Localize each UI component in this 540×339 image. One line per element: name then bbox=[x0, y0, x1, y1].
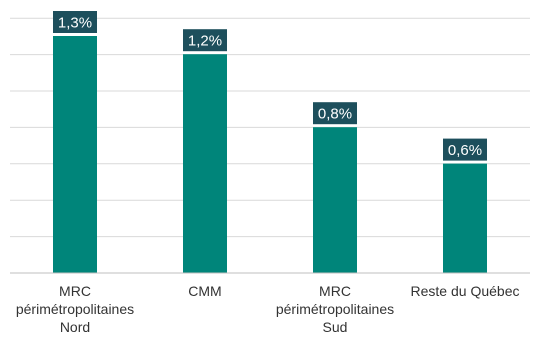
data-label-text: 1,3% bbox=[58, 15, 92, 32]
data-label-text: 0,6% bbox=[448, 142, 482, 159]
category-label: MRC périmétropolitaines Nord bbox=[16, 283, 134, 335]
category-label-line: Reste du Québec bbox=[411, 283, 520, 299]
category-label-line: périmétropolitaines bbox=[276, 301, 394, 317]
data-label-text: 1,2% bbox=[188, 33, 222, 50]
bars bbox=[53, 36, 487, 274]
data-label: 0,6% bbox=[443, 138, 487, 161]
data-label-box bbox=[53, 11, 97, 33]
bar bbox=[53, 36, 97, 273]
category-label-line: MRC bbox=[319, 283, 351, 299]
bar bbox=[313, 127, 357, 273]
data-label-box bbox=[443, 138, 487, 161]
data-label: 0,8% bbox=[313, 102, 357, 125]
category-label-line: Sud bbox=[323, 319, 348, 335]
category-label-line: MRC bbox=[59, 283, 91, 299]
data-label: 1,3% bbox=[53, 11, 97, 33]
bar bbox=[183, 54, 227, 274]
data-label-box bbox=[183, 29, 227, 52]
data-label: 1,2% bbox=[183, 29, 227, 52]
category-label: Reste du Québec bbox=[411, 283, 520, 299]
category-label: MRC périmétropolitaines Sud bbox=[276, 283, 394, 335]
category-label-line: CMM bbox=[188, 283, 221, 299]
data-labels: 1,3% 1,2% 0,8% 0,6% bbox=[53, 11, 487, 161]
category-label-line: Nord bbox=[60, 319, 90, 335]
category-label: CMM bbox=[188, 283, 221, 299]
category-label-line: périmétropolitaines bbox=[16, 301, 134, 317]
data-label-box bbox=[313, 102, 357, 125]
data-label-text: 0,8% bbox=[318, 106, 352, 123]
category-labels: MRC périmétropolitaines Nord CMM MRC périmétr… bbox=[16, 283, 520, 335]
bar bbox=[443, 163, 487, 273]
